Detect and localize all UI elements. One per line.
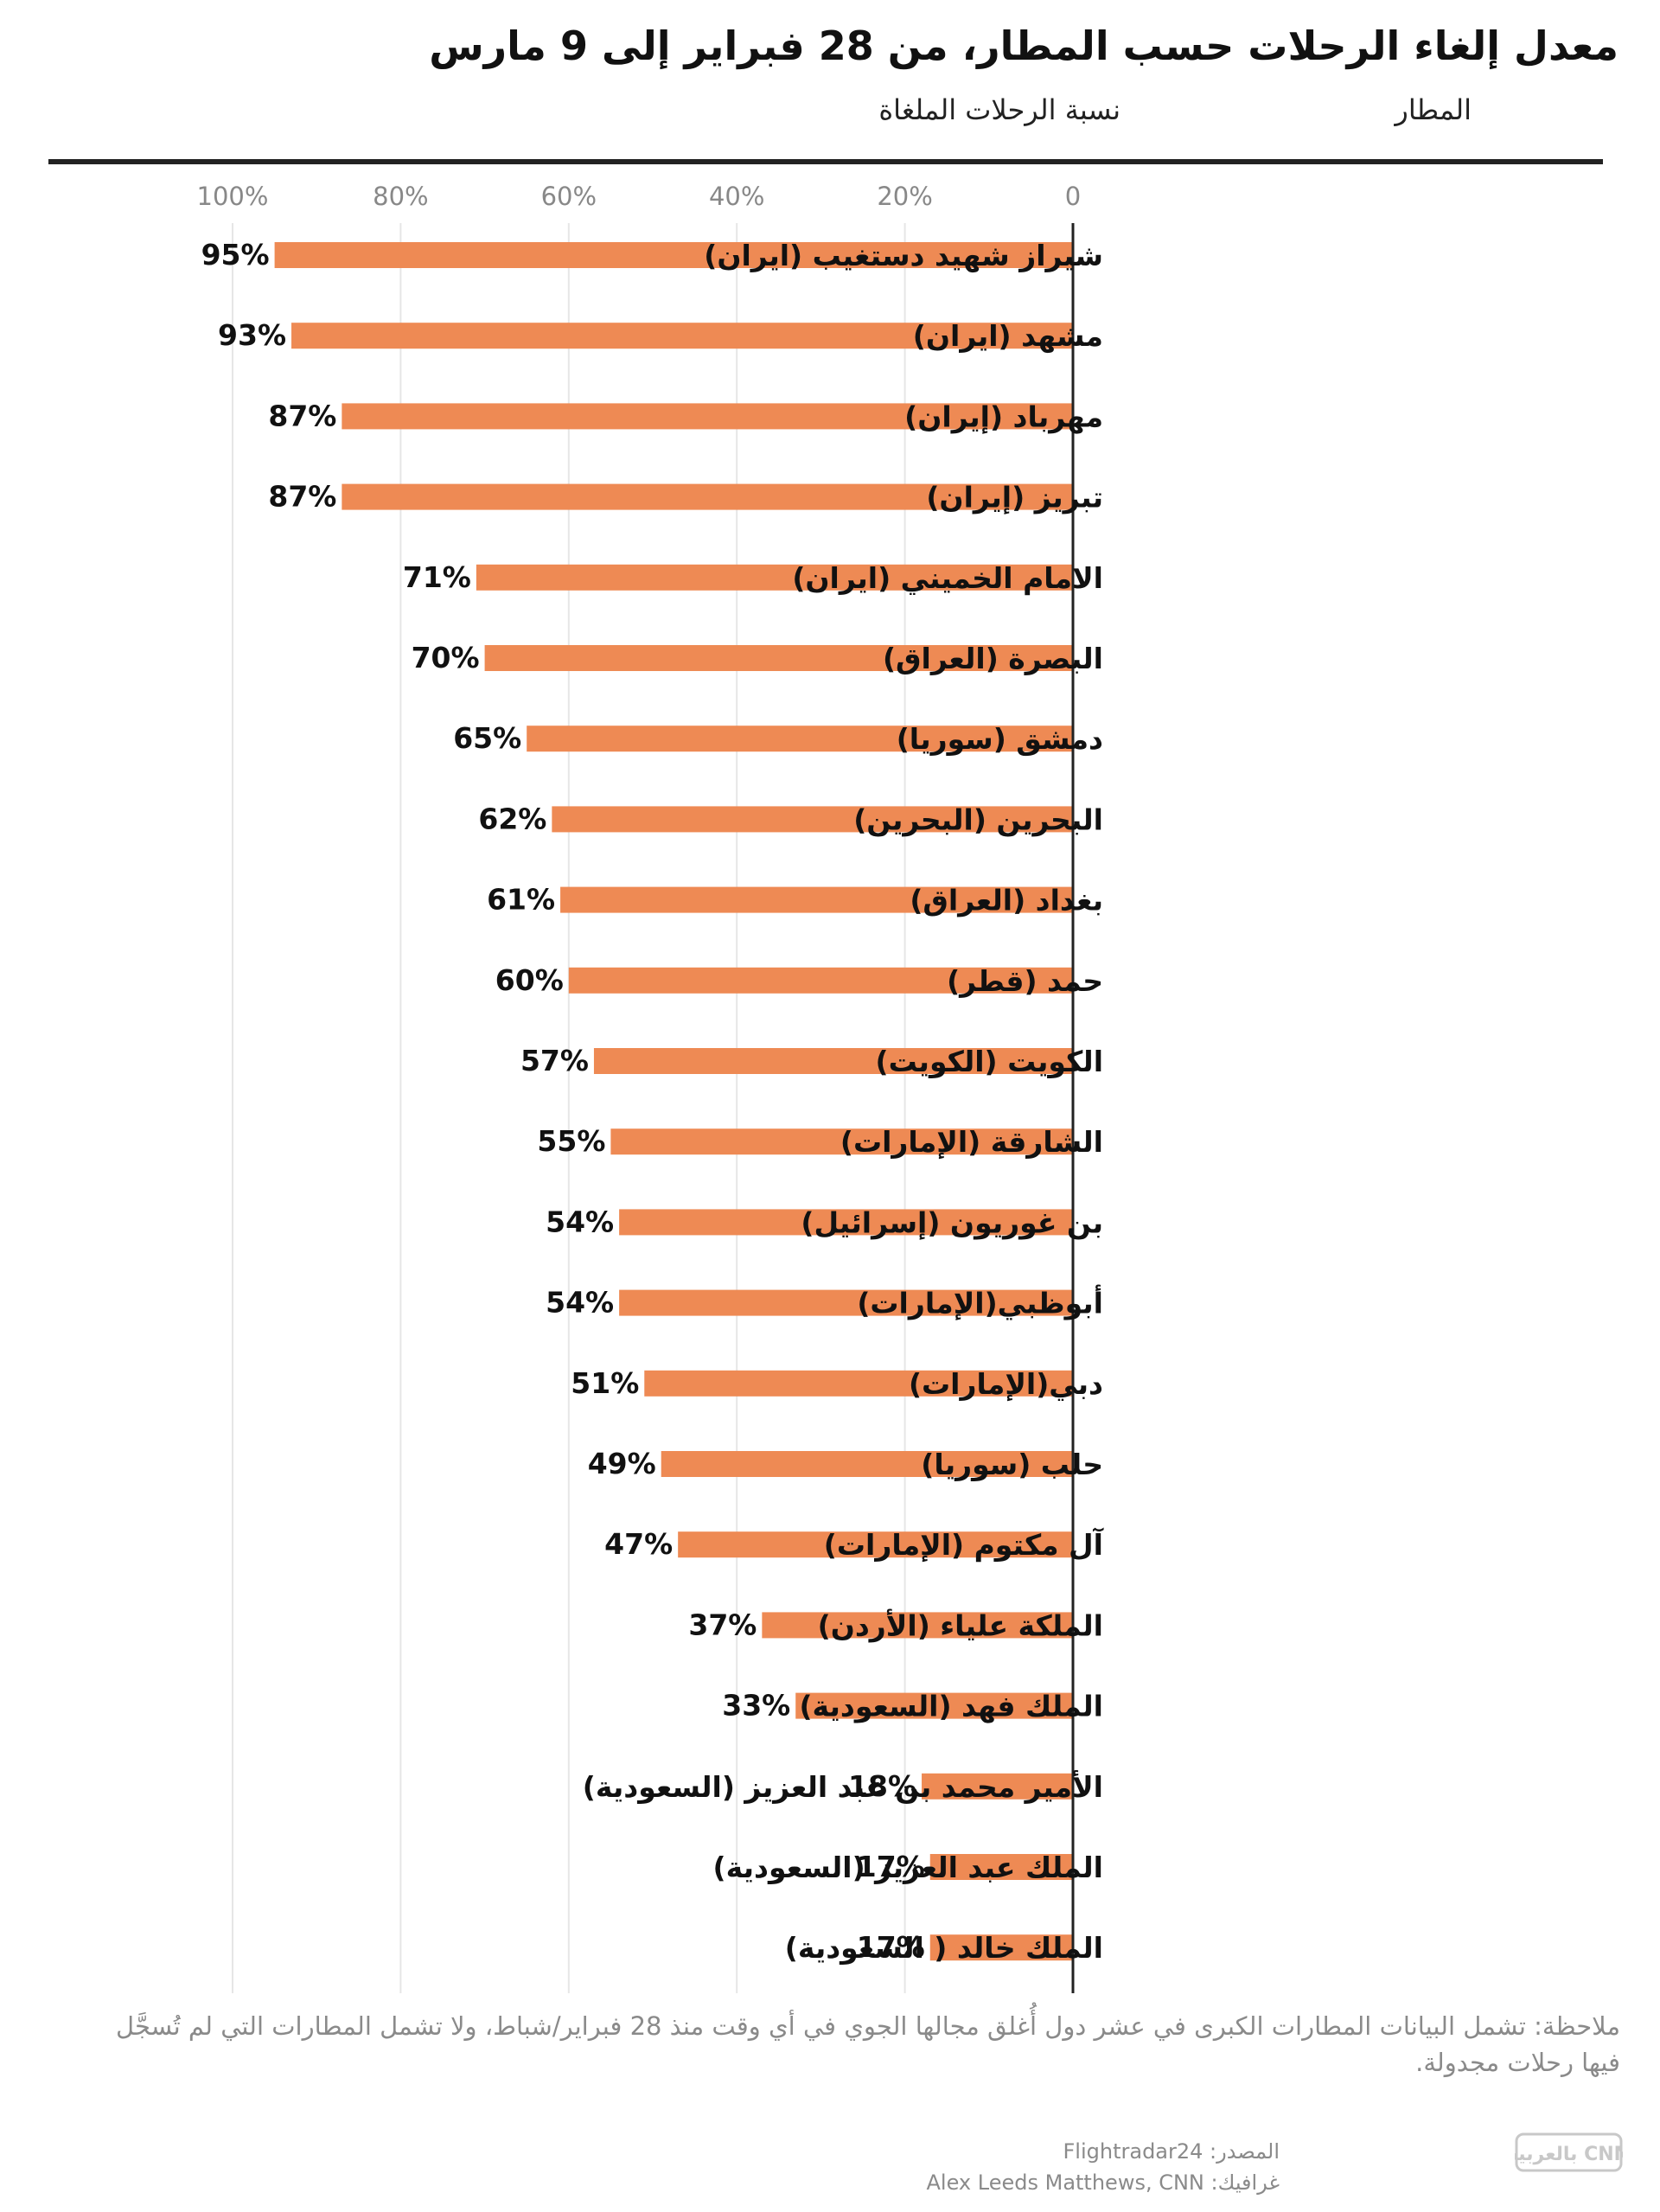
- x-tick-label: 100%: [197, 182, 269, 211]
- category-label: البصرة (العراق): [883, 642, 1103, 676]
- category-label: حمد (قطر): [947, 964, 1103, 999]
- category-label: الامام الخميني (ايران): [792, 561, 1103, 596]
- category-label: أبوظبي(الإمارات): [857, 1285, 1103, 1321]
- category-label: الملكة علياء (الأردن): [818, 1608, 1103, 1642]
- category-label: الملك فهد (السعودية): [799, 1690, 1103, 1724]
- value-label: 37%: [688, 1608, 757, 1641]
- value-label: 51%: [571, 1366, 639, 1400]
- bar: [560, 886, 1073, 913]
- value-label: 54%: [546, 1286, 614, 1320]
- bar-chart: 0 20% 40% 60% 80% 100% 95% 93% 87% 87% 71% 70% 65% 6…: [197, 182, 1104, 1993]
- bar: [929, 1854, 1073, 1880]
- bar: [644, 1370, 1073, 1397]
- value-label: 18%: [848, 1769, 916, 1803]
- bar: [610, 1128, 1073, 1155]
- logo-text: CNN بالعربية: [1515, 2144, 1623, 2165]
- x-tick-labels: 0 20% 40% 60% 80% 100%: [197, 182, 1082, 211]
- bar: [795, 1692, 1073, 1719]
- value-label: 57%: [520, 1044, 589, 1077]
- bar: [619, 1209, 1073, 1236]
- bar: [661, 1451, 1073, 1477]
- x-tick-label: 60%: [541, 182, 597, 211]
- bar: [484, 645, 1073, 671]
- value-label: 65%: [453, 721, 521, 755]
- category-label: شيراز شهيد دستغيب (ايران): [704, 239, 1103, 273]
- bar: [678, 1531, 1073, 1558]
- category-label: الكويت (الكويت): [876, 1045, 1103, 1079]
- value-label: 87%: [268, 480, 336, 514]
- category-label: الأمير محمد بن عبد العزيز (السعودية): [583, 1769, 1103, 1805]
- bar: [762, 1612, 1073, 1639]
- value-label: 61%: [487, 883, 555, 917]
- category-label: آل مكتوم (الإمارات): [824, 1527, 1104, 1563]
- value-label: 33%: [722, 1689, 790, 1723]
- category-label: بغداد (العراق): [910, 884, 1103, 918]
- bar: [342, 403, 1073, 430]
- x-tick-label: 20%: [877, 182, 932, 211]
- value-label: 60%: [495, 963, 564, 997]
- category-labels: شيراز شهيد دستغيب (ايران) مشهد (ايران) مهر…: [583, 239, 1104, 1966]
- value-label: 17%: [857, 1850, 925, 1883]
- value-label: 87%: [268, 399, 336, 432]
- category-label: الملك عبد العزيز (السعودية): [713, 1851, 1103, 1885]
- bar: [619, 1289, 1073, 1316]
- source-text: المصدر: Flightradar24: [1063, 2139, 1280, 2164]
- bar: [922, 1773, 1073, 1800]
- value-label: 70%: [412, 641, 480, 674]
- cnn-arabic-logo: CNN بالعربية: [1515, 2132, 1623, 2172]
- header-rule: [48, 159, 1603, 164]
- graphic-credit: غرافيك: Alex Leeds Matthews, CNN: [926, 2170, 1280, 2195]
- value-label: 47%: [604, 1527, 673, 1561]
- category-label: دبي(الإمارات): [909, 1367, 1103, 1401]
- value-label: 62%: [478, 802, 546, 835]
- value-label: 49%: [588, 1447, 656, 1480]
- footnote: ملاحظة: تشمل البيانات المطارات الكبرى في…: [116, 2011, 1620, 2077]
- airport-column-header: المطار: [1395, 93, 1472, 126]
- bars: [274, 242, 1074, 1961]
- value-label: 17%: [857, 1930, 925, 1964]
- bar: [929, 1934, 1073, 1961]
- value-label: 55%: [537, 1124, 605, 1158]
- value-label: 71%: [403, 560, 471, 594]
- bar: [527, 726, 1073, 752]
- bar: [342, 483, 1073, 510]
- chart-title: معدل إلغاء الرحلات حسب المطار، من 28 فبر…: [429, 22, 1618, 69]
- percentage-column-header: نسبة الرحلات الملغاة: [878, 93, 1120, 126]
- value-label: 95%: [201, 238, 270, 272]
- bar: [476, 564, 1073, 591]
- x-tick-label: 0: [1065, 182, 1081, 211]
- category-label: تبريز (إيران): [926, 481, 1103, 515]
- category-label: مشهد (ايران): [913, 319, 1103, 354]
- category-label: الشارقة (الإمارات): [840, 1125, 1103, 1159]
- bar: [568, 967, 1073, 994]
- category-label: حلب (سوريا): [921, 1448, 1103, 1482]
- x-tick-label: 80%: [373, 182, 428, 211]
- bar: [552, 806, 1073, 833]
- category-label: الملك خالد ( السعودية): [785, 1931, 1103, 1966]
- value-label: 93%: [218, 318, 286, 352]
- category-label: مهرباد (إيران): [904, 400, 1103, 434]
- category-label: البحرين (البحرين): [853, 802, 1103, 837]
- category-label: بن غوريون (إسرائيل): [801, 1205, 1103, 1240]
- bar: [593, 1048, 1073, 1074]
- bar: [291, 323, 1073, 349]
- value-labels: 95% 93% 87% 87% 71% 70% 65% 62% 61% 60% 57% 55% 54% 5…: [201, 238, 925, 1964]
- source-credit: المصدر: Flightradar24 غرافيك: Alex Leeds…: [927, 2136, 1280, 2198]
- category-label: دمشق (سوريا): [897, 722, 1103, 757]
- value-label: 54%: [546, 1205, 614, 1238]
- x-tick-label: 40%: [709, 182, 764, 211]
- bar: [274, 242, 1074, 268]
